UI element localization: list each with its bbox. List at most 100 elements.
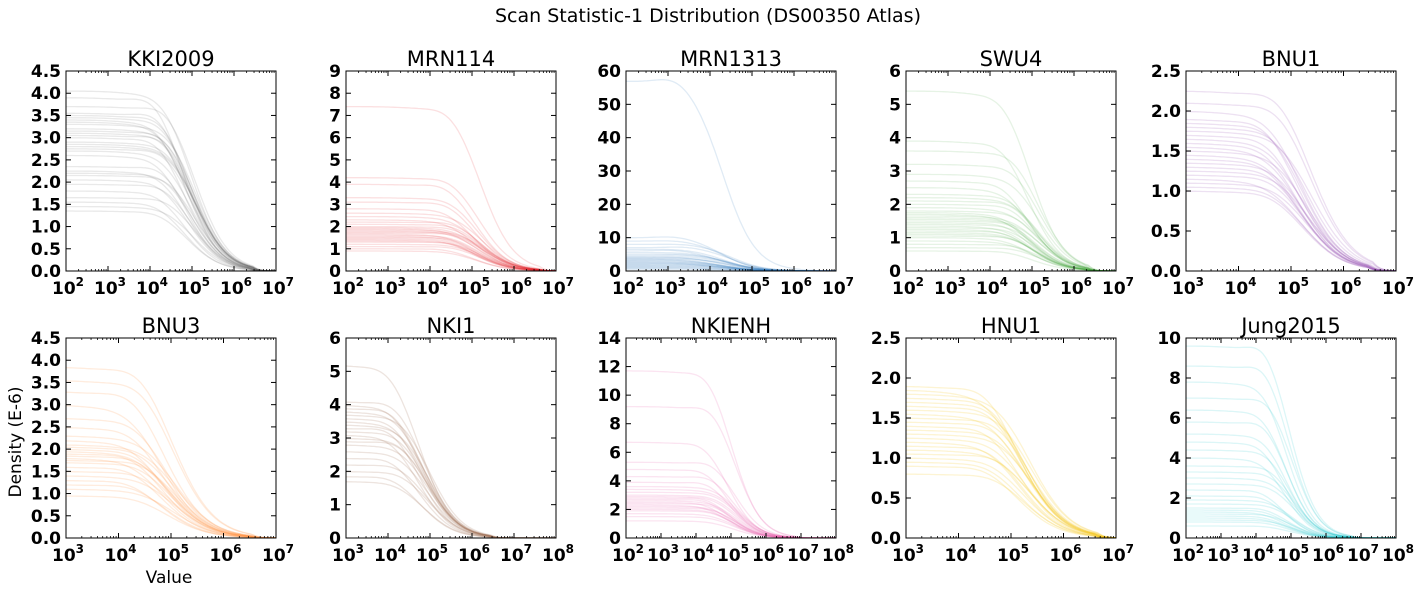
density-curve [66,90,276,271]
density-curve [66,457,276,538]
density-curve [906,433,1116,538]
density-curve [66,205,276,271]
subplot-title: NKI1 [426,314,475,338]
x-tick-label: 103 [94,275,126,299]
density-curve [906,213,1116,271]
density-curve [906,449,1116,538]
density-curve [66,128,276,271]
x-tick-label: 102 [1172,542,1204,566]
density-curve [66,453,276,538]
y-tick-label: 8 [1169,369,1181,389]
density-curve [66,210,276,271]
y-tick-label: 0 [1169,529,1181,549]
y-tick-label: 3.5 [31,373,61,393]
x-tick-label: 106 [209,542,241,566]
axes-frame [65,70,277,272]
density-curve [346,481,556,538]
x-tick-label: 104 [976,275,1008,299]
y-tick-label: 4 [329,396,341,416]
density-curve [346,239,556,271]
density-curve [1186,174,1396,271]
density-curve [346,223,556,271]
density-curve [1186,178,1396,271]
x-tick-label: 104 [696,275,728,299]
y-tick-label: 60 [597,62,621,82]
density-curves [66,366,276,538]
density-curve [66,451,276,538]
density-curve [66,190,276,271]
y-tick-label: 7 [329,106,341,126]
density-curve [626,520,836,538]
density-curve [66,418,276,538]
x-tick-label: 105 [1277,542,1309,566]
x-tick-label: 102 [612,542,644,566]
density-curve [346,418,556,538]
y-tick-label: 2 [889,195,901,215]
density-curve [66,201,276,271]
density-curve [626,79,836,271]
y-tick-label: 0 [609,262,621,282]
density-curve [1186,102,1396,271]
density-curve [66,455,276,538]
density-curve [1186,507,1396,538]
x-tick-label: 104 [374,542,406,566]
density-curve [1186,122,1396,271]
density-curve [346,421,556,538]
x-tick-label: 107 [787,542,819,566]
density-curve [346,219,556,271]
density-curve [66,130,276,271]
density-curves [1186,345,1396,538]
density-curve [906,465,1116,538]
y-tick-label: 1.5 [31,462,61,482]
density-curve [906,210,1116,271]
x-tick-label: 106 [1312,542,1344,566]
density-curve [1186,186,1396,271]
x-tick-label: 107 [1347,542,1379,566]
y-tick-label: 1.0 [1151,182,1181,202]
subplot-swu4: SWU4 0 1 2 3 4 5 6 102 103 104 105 106 107 [889,47,1134,299]
density-curve [906,180,1116,271]
x-tick-label: 106 [500,275,532,299]
density-curve [346,221,556,271]
density-curve [906,217,1116,271]
density-curve [626,268,836,271]
density-curve [346,243,556,271]
density-curve [346,434,556,538]
x-tick-label: 108 [1382,542,1414,566]
density-curve [626,504,836,538]
y-tick-label: 8 [329,84,341,104]
y-tick-label: 2.0 [31,173,61,193]
subplot-title: BNU1 [1262,47,1321,71]
subplot-kki2009: KKI2009 0.00.51.0 1.52.02.53.0 3.54.04.5 102… [31,47,294,299]
y-tick-label: 5 [329,151,341,171]
density-curve [66,197,276,271]
density-curve [906,203,1116,271]
density-curve [346,250,556,271]
y-tick-label: 2.0 [1151,102,1181,122]
density-curve [346,464,556,538]
x-tick-label: 103 [934,275,966,299]
density-curve [346,471,556,538]
density-curve [66,440,276,538]
y-tick-label: 5 [889,95,901,115]
y-tick-label: 2.5 [31,151,61,171]
y-tick-label: 6 [609,443,621,463]
density-curve [346,441,556,538]
y-tick-label: 4 [329,173,341,193]
density-curve [906,227,1116,271]
density-curves [346,365,556,538]
density-curve [66,484,276,538]
y-tick-label: 2 [1169,489,1181,509]
density-curve [906,163,1116,271]
density-curve [66,475,276,538]
x-tick-label: 106 [752,542,784,566]
y-tick-label: 9 [329,62,341,82]
density-curve [346,225,556,271]
y-tick-label: 3.5 [31,106,61,126]
x-tick-label: 107 [542,275,574,299]
y-tick-label: 12 [597,358,621,378]
y-tick-label: 2 [609,500,621,520]
x-tick-label: 107 [822,275,854,299]
x-tick-label: 105 [157,542,189,566]
